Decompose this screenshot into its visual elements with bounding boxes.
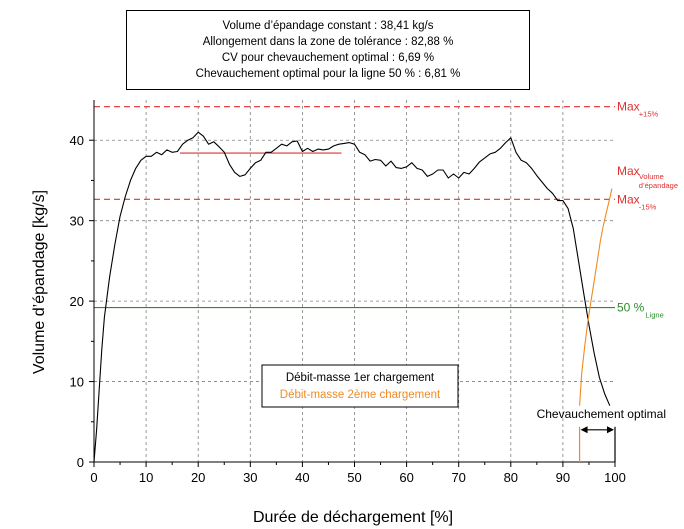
annotation-arrow-head-right	[607, 426, 614, 434]
series-line-2	[579, 188, 613, 406]
summary-box: Volume d’épandage constant : 38,41 kg/s …	[126, 10, 530, 90]
series-line-1	[93, 131, 611, 463]
x-axis-label: Durée de déchargement [%]	[253, 509, 453, 526]
reference-sublabel: d’épandage	[639, 181, 678, 190]
legend-box	[261, 364, 459, 408]
summary-line-cv: CV pour chevauchement optimal : 6,69 %	[221, 52, 435, 64]
x-tick-label: 10	[139, 470, 153, 485]
x-tick-label: 90	[556, 470, 570, 485]
x-tick-label: 70	[451, 470, 465, 485]
x-tick-label: 20	[191, 470, 205, 485]
y-tick-label: 10	[70, 375, 84, 390]
series	[93, 131, 613, 463]
y-axis-label: Volume d’épandage [kg/s]	[31, 190, 48, 374]
y-tick-label: 20	[70, 294, 84, 309]
optimal-overlap-annotation: Chevauchement optimal	[537, 407, 666, 462]
x-tick-label: 100	[604, 470, 626, 485]
x-tick-label: 60	[399, 470, 413, 485]
reference-sublabel: Ligne	[645, 311, 663, 320]
annotation-label: Chevauchement optimal	[537, 407, 666, 421]
y-tick-label: 40	[70, 133, 84, 148]
x-tick-label: 80	[504, 470, 518, 485]
legend-entry-2: Débit-masse 2ème chargement	[280, 389, 441, 401]
legend-entry-1: Débit-masse 1er chargement	[286, 372, 435, 384]
axes: Durée de déchargement [%] Volume d’épand…	[31, 100, 626, 526]
reference-sublabel: +15%	[639, 110, 659, 119]
reference-label: Max	[617, 100, 640, 114]
x-tick-label: 40	[295, 470, 309, 485]
grid	[94, 100, 615, 462]
reference-label: 50 %	[617, 301, 645, 315]
legend: Débit-masse 1er chargement Débit-masse 2…	[261, 364, 459, 408]
reference-sublabel: -15%	[639, 202, 657, 211]
summary-line-tolerance-extent: Allongement dans la zone de tolérance : …	[202, 36, 454, 48]
reference-label: Max	[617, 164, 640, 178]
x-tick-label: 30	[243, 470, 257, 485]
reference-sublabel: Volume	[639, 172, 664, 181]
reference-label: Max	[617, 192, 640, 206]
annotation-arrow-head-left	[580, 426, 588, 434]
y-tick-label: 0	[77, 455, 84, 470]
x-tick-label: 50	[347, 470, 361, 485]
summary-line-constant-volume: Volume d’épandage constant : 38,41 kg/s	[222, 20, 434, 32]
y-tick-label: 30	[70, 214, 84, 229]
summary-line-overlap-50: Chevauchement optimal pour la ligne 50 %…	[195, 68, 461, 80]
x-tick-label: 0	[90, 470, 97, 485]
